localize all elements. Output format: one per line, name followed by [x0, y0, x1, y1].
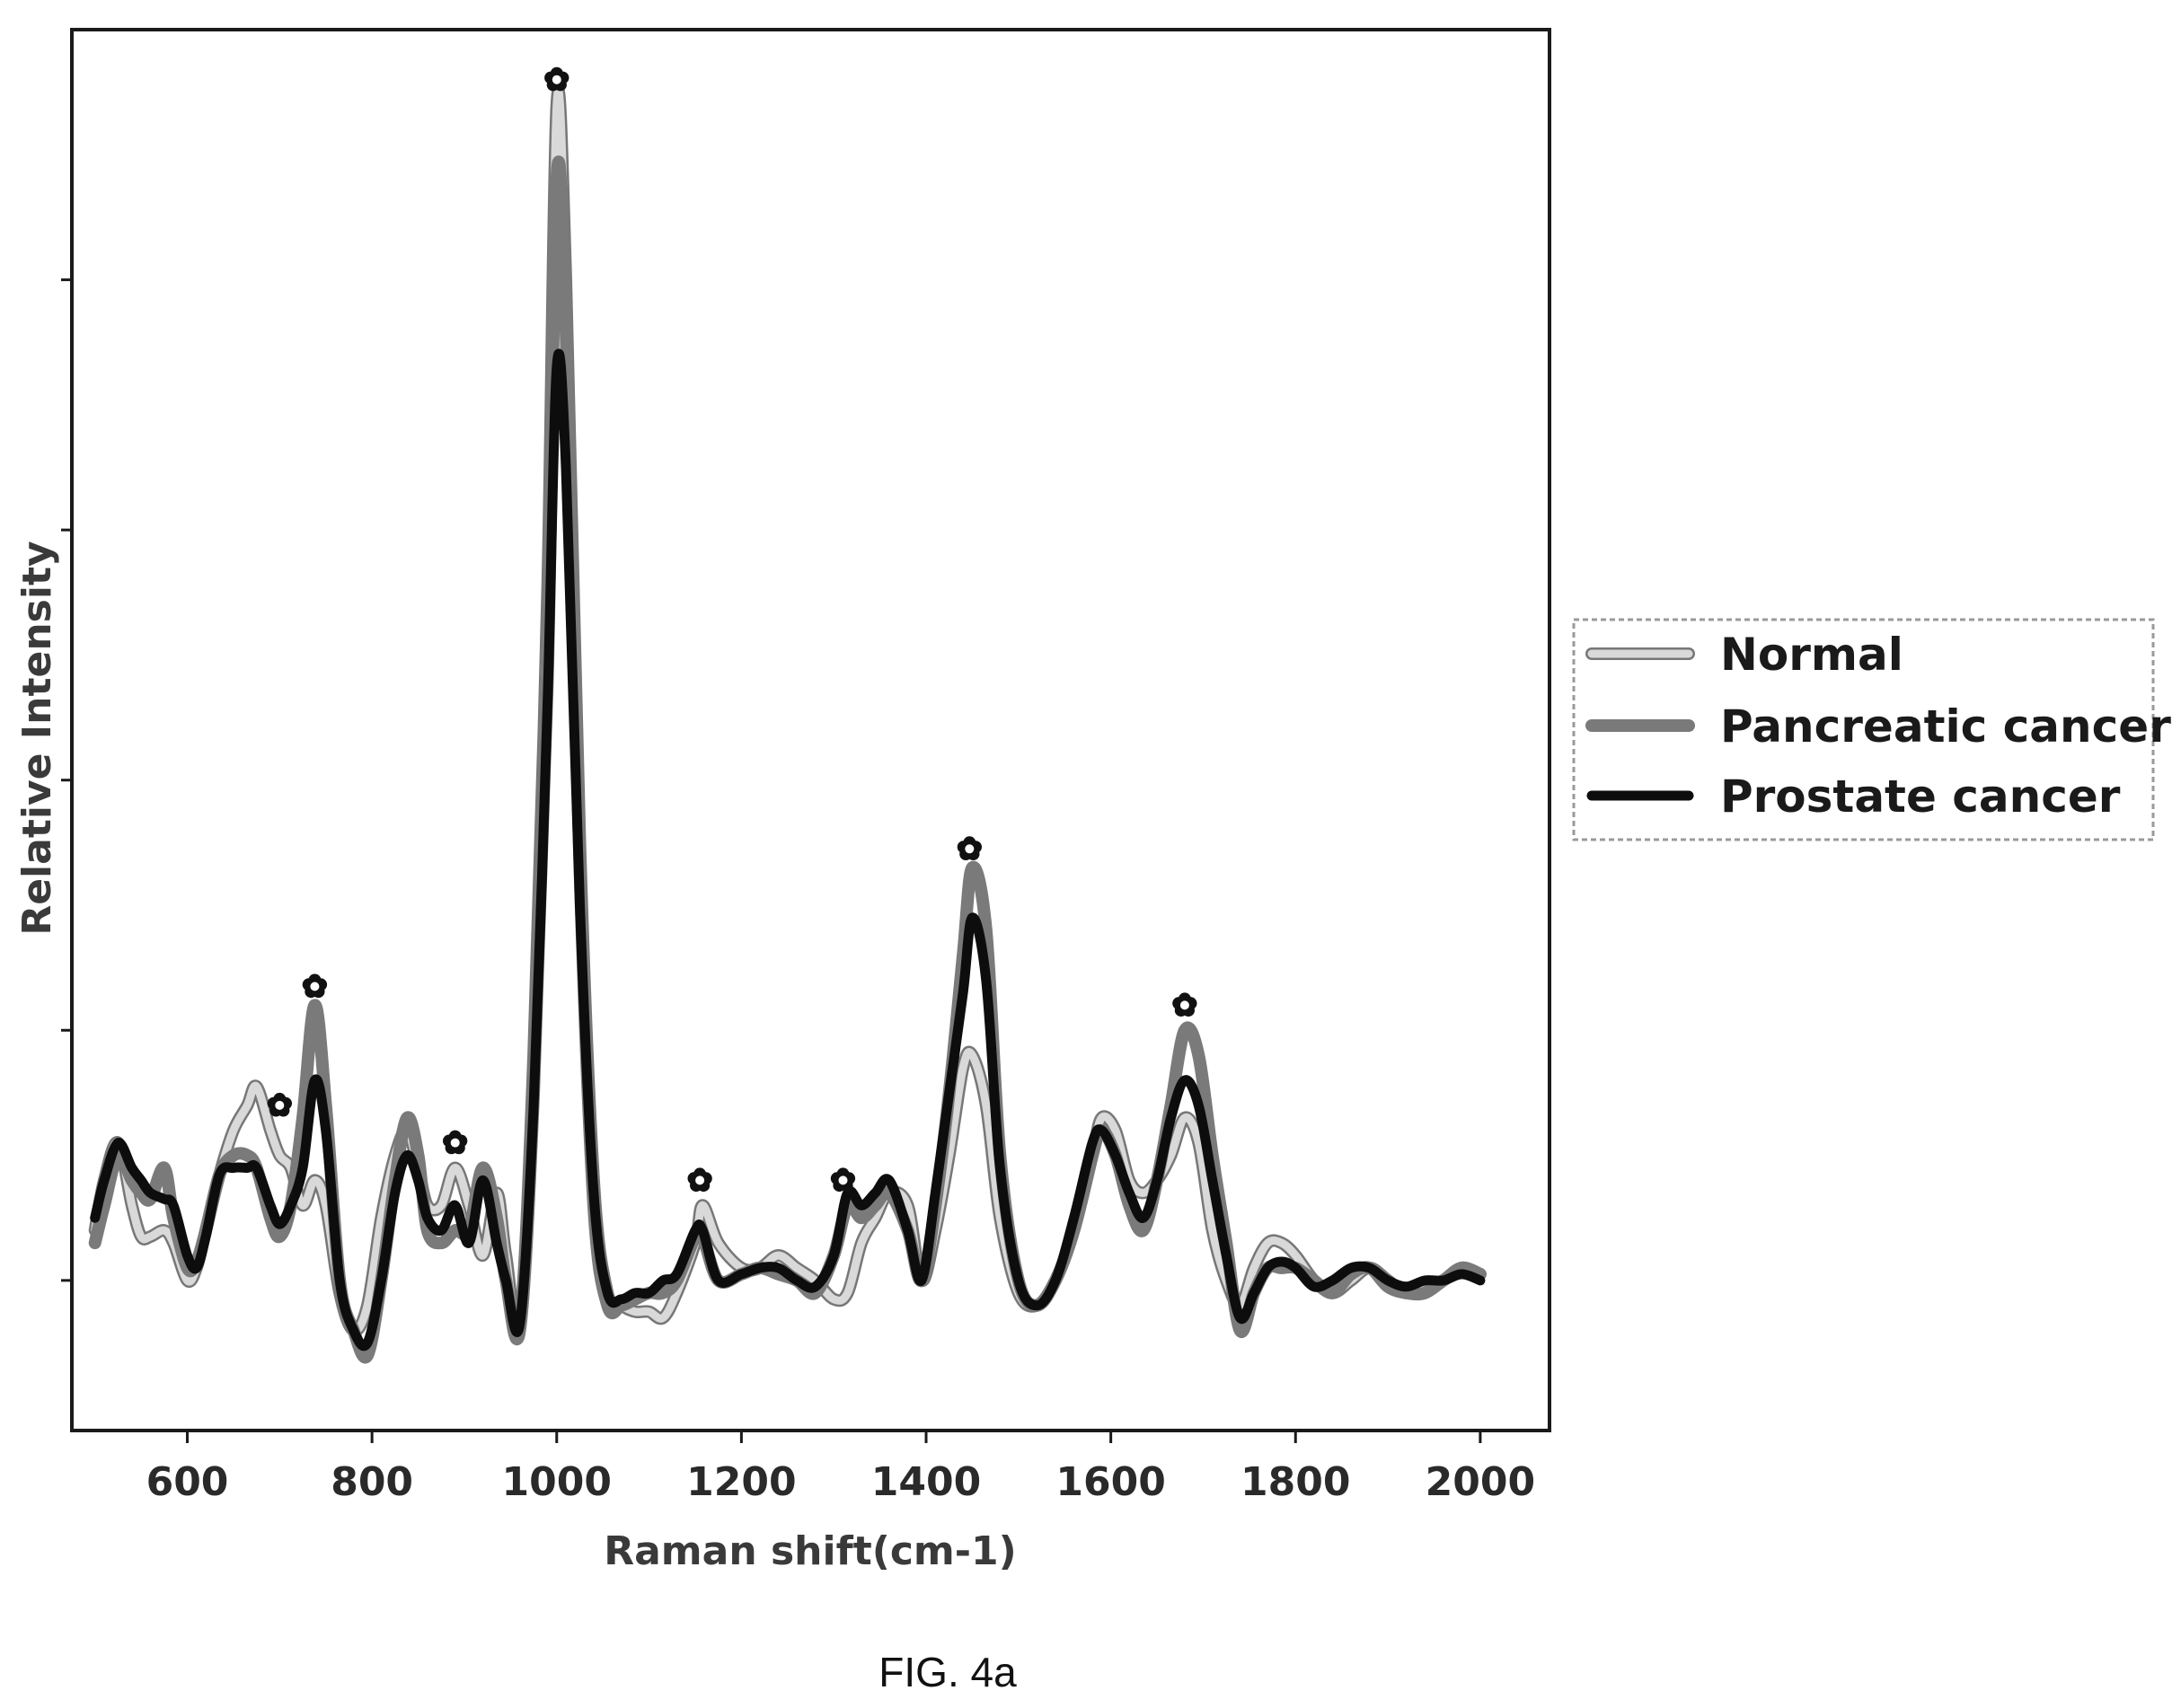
- peak-marker: [443, 1130, 468, 1155]
- x-tick-label: 1200: [686, 1459, 796, 1505]
- peak-marker: [1172, 992, 1197, 1017]
- x-tick-label: 600: [146, 1459, 229, 1505]
- peak-marker-center: [1179, 1000, 1189, 1010]
- peak-marker-center: [310, 982, 320, 991]
- peak-marker-center: [965, 844, 975, 854]
- y-axis-label: Relative Intensity: [14, 541, 60, 935]
- x-axis-ticks: 600 800 1000 1200 1400 1600 1800 2000: [146, 1431, 1535, 1505]
- figure-caption: FIG. 4a: [879, 1649, 1017, 1695]
- x-tick-label: 1600: [1055, 1459, 1165, 1505]
- series-layer: [88, 84, 1487, 1364]
- legend-label: Pancreatic cancer: [1720, 700, 2171, 753]
- legend-item: Pancreatic cancer: [1585, 700, 2171, 753]
- peak-marker: [830, 1167, 856, 1193]
- peak-marker-center: [450, 1138, 460, 1148]
- peak-marker: [957, 836, 982, 860]
- legend-label: Prostate cancer: [1720, 770, 2121, 823]
- series-line: [90, 348, 1486, 1351]
- peak-marker-center: [275, 1100, 285, 1110]
- peak-marker: [267, 1092, 292, 1117]
- peak-marker-center: [552, 75, 561, 84]
- legend-label: Normal: [1720, 629, 1903, 681]
- legend-item: Prostate cancer: [1586, 770, 2121, 823]
- plot-frame: [70, 28, 1551, 1432]
- x-tick-label: 1800: [1241, 1459, 1350, 1505]
- legend: Normal Pancreatic cancer Prostate cancer: [1572, 618, 2171, 841]
- x-tick-label: 800: [331, 1459, 413, 1505]
- peak-marker-center: [695, 1175, 705, 1185]
- peak-marker: [544, 66, 569, 92]
- x-axis-label: Raman shift(cm-1): [604, 1528, 1017, 1574]
- legend-items: Normal Pancreatic cancer Prostate cancer: [1585, 629, 2171, 823]
- y-axis-ticks: [61, 278, 72, 1282]
- peak-marker: [687, 1167, 712, 1193]
- peak-markers: [267, 66, 1197, 1193]
- legend-item: Normal: [1585, 629, 1903, 681]
- series-line: [91, 86, 1485, 1336]
- x-tick-label: 2000: [1426, 1459, 1535, 1505]
- x-tick-label: 1400: [871, 1459, 981, 1505]
- peak-marker: [302, 973, 328, 999]
- peak-marker-center: [838, 1175, 848, 1185]
- x-tick-label: 1000: [502, 1459, 612, 1505]
- series-prostate-cancer: [90, 348, 1486, 1351]
- series-normal: [88, 84, 1487, 1339]
